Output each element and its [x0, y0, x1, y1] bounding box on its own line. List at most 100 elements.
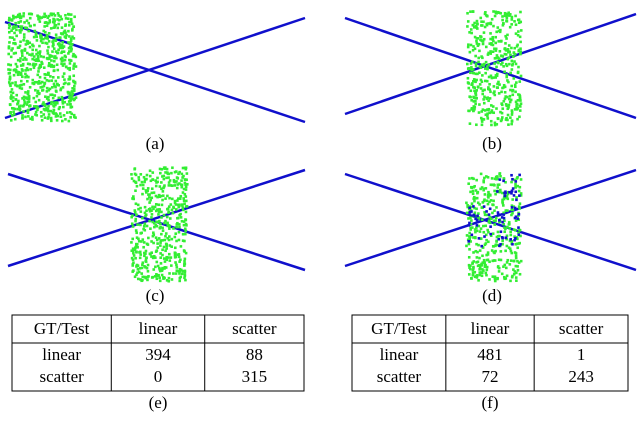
- point: [21, 117, 24, 120]
- point: [480, 218, 484, 221]
- point: [496, 277, 499, 281]
- table-header: GT/Test: [34, 319, 90, 338]
- point: [21, 114, 24, 117]
- point: [21, 69, 24, 72]
- point: [514, 190, 518, 194]
- point: [466, 67, 470, 70]
- point: [64, 17, 68, 20]
- point: [178, 203, 181, 207]
- point: [27, 21, 31, 25]
- point: [500, 272, 504, 276]
- point: [135, 231, 138, 235]
- point: [43, 73, 47, 76]
- point: [181, 204, 184, 207]
- point: [516, 217, 519, 220]
- point: [162, 257, 166, 260]
- point: [45, 106, 48, 110]
- point: [468, 237, 471, 241]
- point: [497, 57, 501, 61]
- point: [42, 15, 45, 19]
- point: [51, 111, 55, 114]
- point: [515, 198, 518, 202]
- point: [155, 277, 159, 281]
- point: [27, 75, 30, 79]
- point: [47, 21, 50, 25]
- point: [501, 15, 504, 18]
- point: [52, 59, 56, 63]
- point: [143, 211, 147, 215]
- point: [148, 252, 152, 256]
- point: [504, 180, 507, 184]
- point: [167, 238, 171, 242]
- point: [469, 62, 473, 65]
- point: [479, 78, 483, 82]
- point: [180, 272, 184, 276]
- point: [482, 64, 485, 67]
- point: [502, 275, 506, 279]
- point: [72, 89, 76, 93]
- point: [46, 107, 50, 111]
- point: [40, 37, 43, 41]
- point: [492, 39, 495, 43]
- point: [67, 119, 71, 123]
- point: [37, 82, 40, 85]
- point: [472, 45, 475, 48]
- point: [476, 264, 480, 268]
- point: [516, 99, 520, 102]
- point: [518, 241, 521, 245]
- point: [495, 175, 499, 178]
- point: [466, 62, 469, 66]
- point: [39, 55, 43, 58]
- point: [184, 232, 187, 236]
- point: [485, 273, 488, 277]
- point: [154, 236, 158, 239]
- point: [14, 62, 18, 66]
- point: [17, 99, 20, 103]
- point: [485, 79, 489, 83]
- point: [67, 82, 71, 85]
- point: [487, 190, 490, 194]
- point: [179, 212, 182, 216]
- point: [514, 219, 518, 222]
- point: [9, 84, 12, 88]
- point: [154, 265, 157, 269]
- point: [516, 265, 519, 268]
- point: [60, 59, 64, 63]
- point: [498, 30, 502, 34]
- point: [58, 105, 62, 109]
- point: [502, 213, 505, 216]
- point: [480, 186, 484, 189]
- point: [26, 92, 30, 96]
- point: [478, 71, 481, 75]
- point: [23, 47, 27, 51]
- point: [16, 107, 19, 111]
- point: [22, 83, 26, 86]
- point: [150, 191, 154, 195]
- point: [157, 213, 160, 216]
- point: [180, 183, 184, 187]
- table-header: linear: [139, 319, 178, 338]
- point: [510, 180, 513, 184]
- point: [165, 258, 169, 262]
- point: [499, 110, 502, 114]
- point: [469, 267, 472, 271]
- point: [38, 15, 41, 19]
- point: [73, 62, 76, 66]
- point: [489, 90, 492, 94]
- point: [143, 222, 147, 226]
- point: [159, 171, 162, 175]
- point: [158, 219, 161, 223]
- point: [52, 108, 56, 112]
- point: [140, 266, 144, 270]
- point: [157, 203, 161, 207]
- point: [491, 38, 495, 41]
- point: [479, 187, 482, 191]
- point: [172, 272, 175, 275]
- point: [174, 255, 178, 259]
- point: [500, 63, 503, 66]
- point: [161, 226, 164, 230]
- point: [146, 263, 150, 267]
- point: [183, 178, 187, 181]
- point: [466, 238, 470, 242]
- point: [151, 178, 154, 181]
